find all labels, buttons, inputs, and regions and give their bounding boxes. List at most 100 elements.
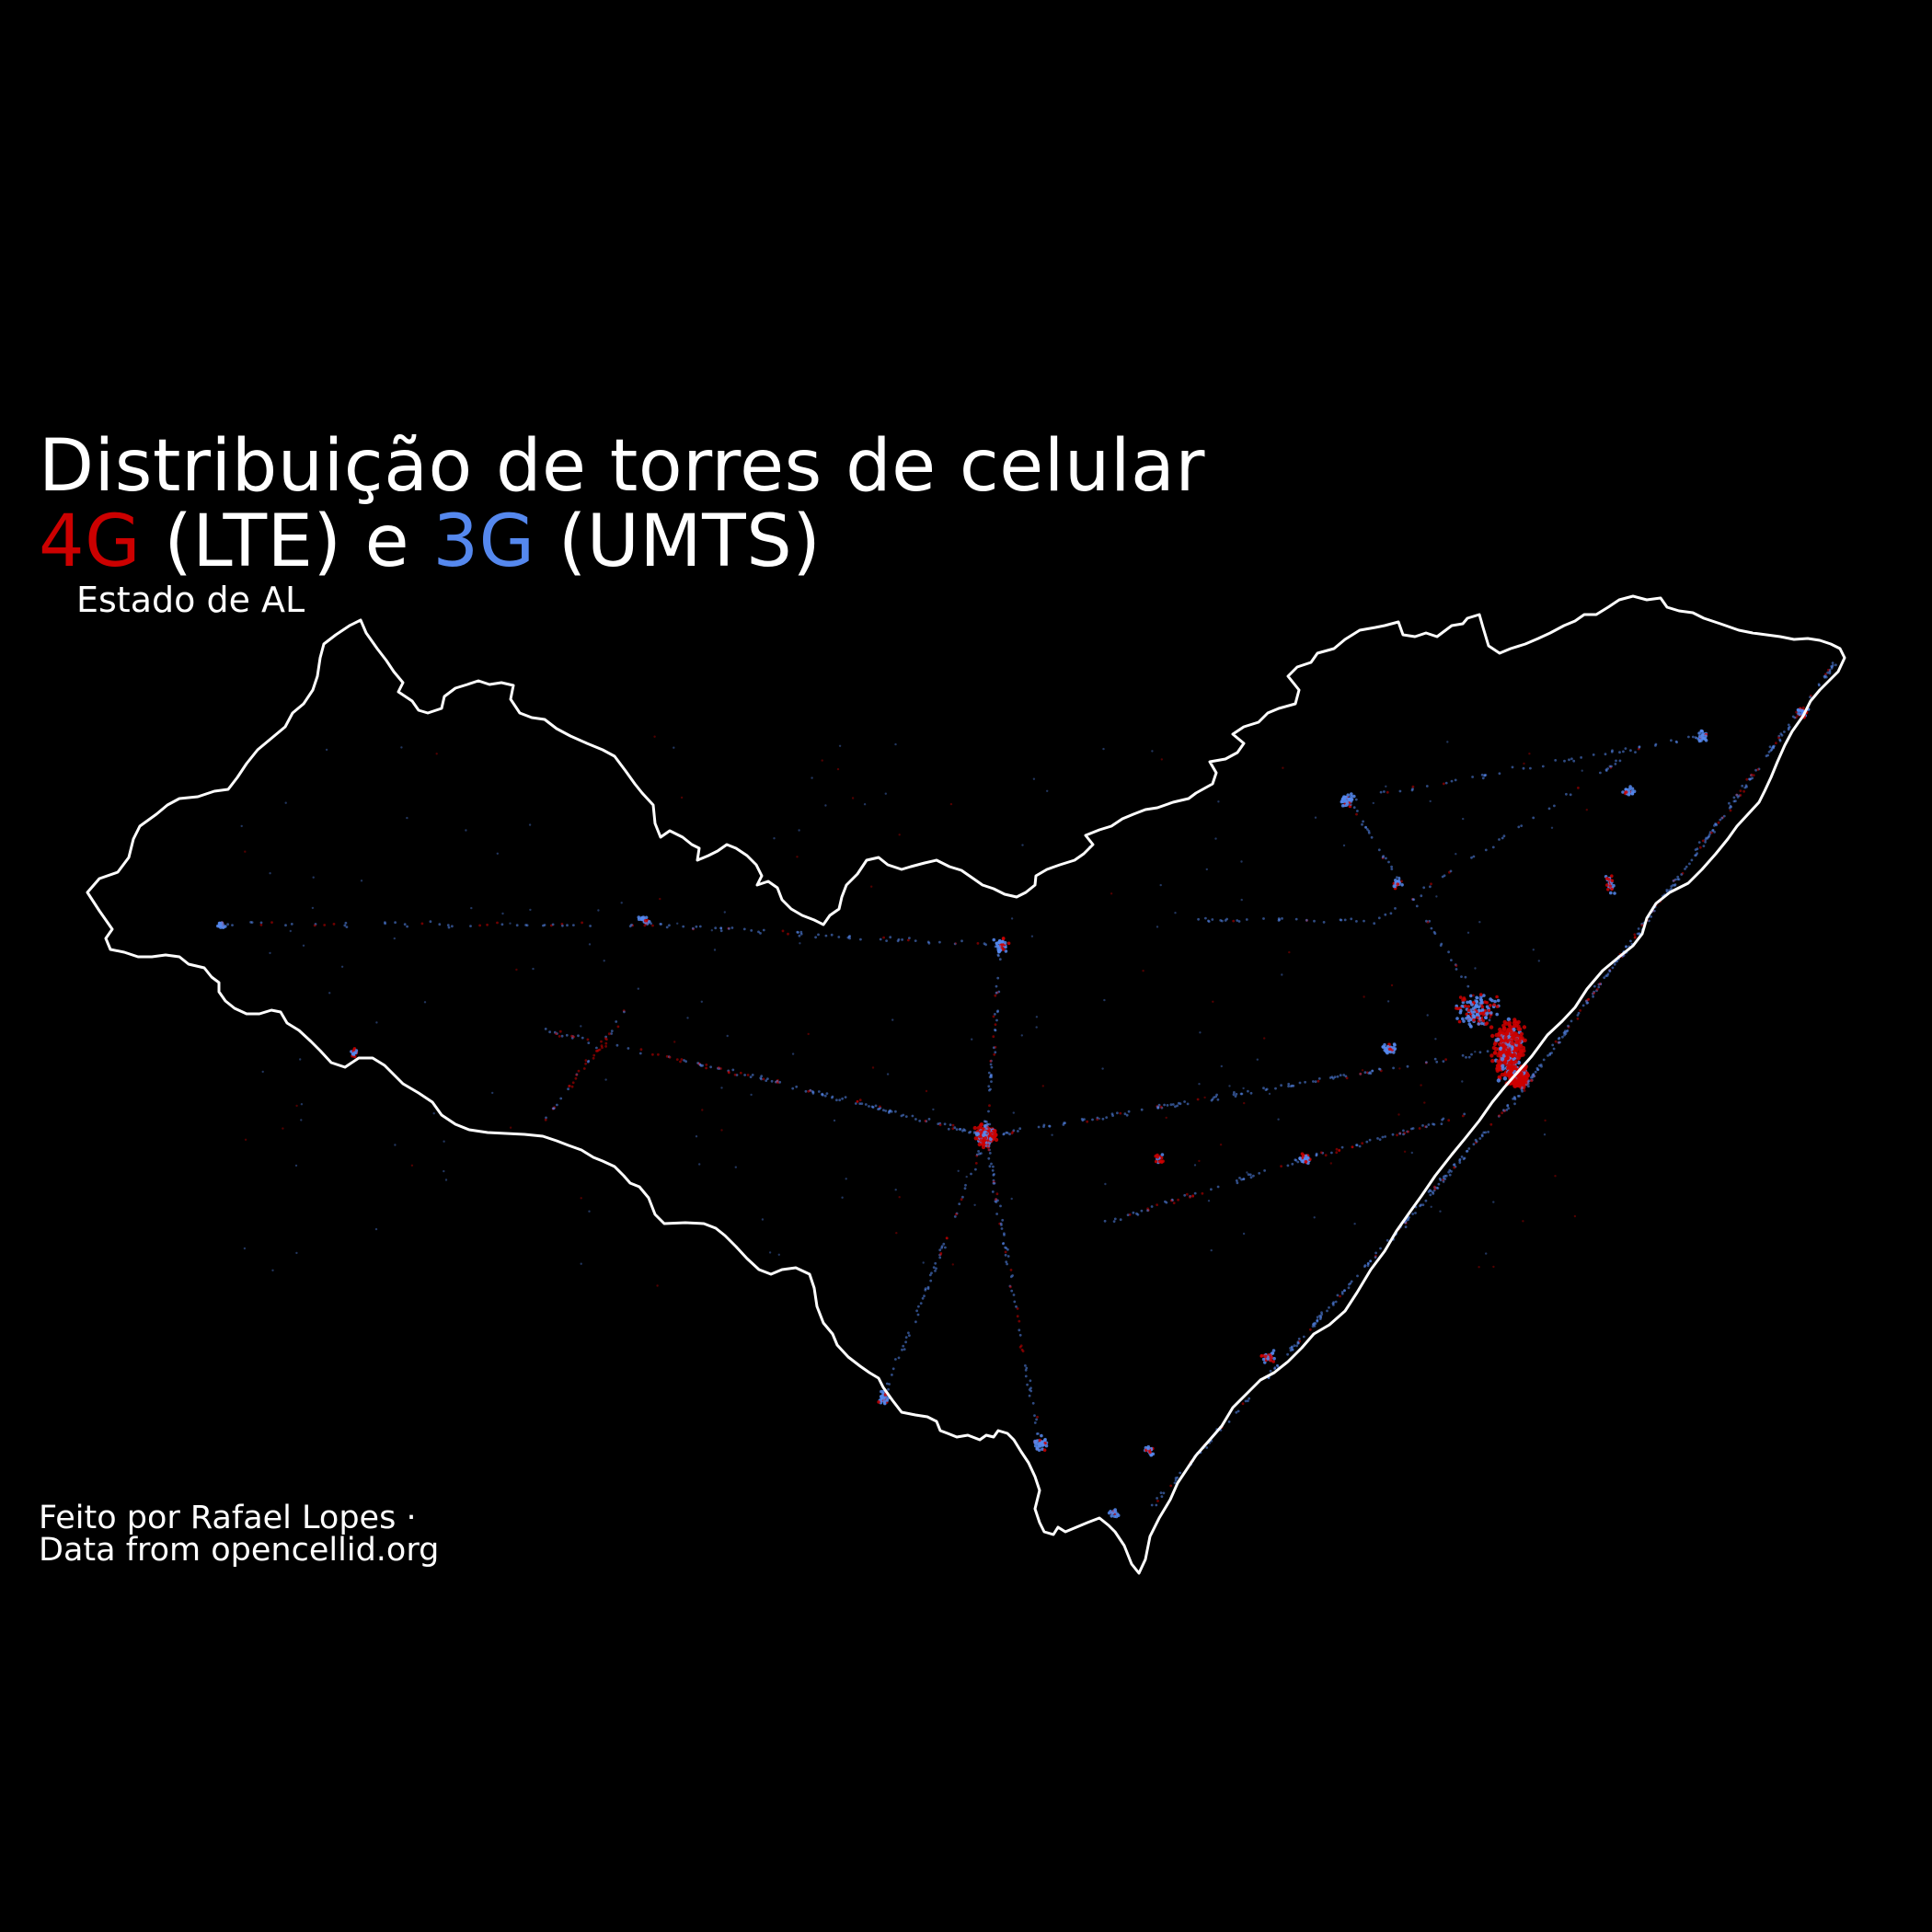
tower-point [620, 902, 623, 904]
tower-point [1261, 1357, 1266, 1362]
tower-point [1458, 1161, 1462, 1164]
tower-point [1566, 1029, 1570, 1032]
tower-point [1507, 1046, 1510, 1049]
tower-point [1479, 1002, 1483, 1006]
tower-point [817, 1090, 821, 1093]
tower-point [824, 934, 828, 937]
tower-point [302, 944, 305, 948]
tower-point [925, 1089, 928, 1093]
tower-point [435, 753, 438, 755]
tower-point [1276, 1364, 1280, 1367]
tower-point [1317, 1077, 1321, 1080]
tower-point [1624, 790, 1628, 794]
tower-point [872, 1106, 875, 1109]
tower-point [990, 1075, 993, 1079]
tower-point [1488, 1018, 1491, 1022]
tower-point [1136, 1213, 1140, 1216]
tower-point [1037, 1448, 1041, 1452]
tower-point [691, 926, 695, 930]
tower-point [1292, 1084, 1295, 1087]
tower-point [994, 994, 997, 997]
tower-point [1478, 1005, 1482, 1007]
tower-point [1263, 1361, 1267, 1364]
tower-point [1237, 920, 1241, 923]
tower-point [1437, 1182, 1441, 1186]
tower-point [231, 924, 234, 926]
tower-point [719, 926, 723, 930]
tower-point [1479, 998, 1484, 1002]
tower-point [1393, 1047, 1397, 1051]
tower-point [1439, 944, 1443, 947]
tower-point [885, 939, 888, 942]
tower-point [1162, 1491, 1166, 1495]
tower-point [1392, 1066, 1395, 1070]
tower-point [894, 1189, 897, 1191]
tower-point [1159, 1105, 1163, 1109]
tower-point [1685, 865, 1688, 868]
tower-point [1040, 1441, 1044, 1444]
tower-point [995, 1213, 998, 1215]
tower-point [1035, 1432, 1039, 1435]
tower-point [882, 1399, 886, 1403]
tower-point [889, 936, 892, 939]
tower-point [1263, 1037, 1266, 1040]
tower-point [1269, 1369, 1272, 1373]
tower-point [1595, 988, 1599, 991]
tower-point [1624, 747, 1627, 750]
tower-point [1492, 1003, 1496, 1006]
tower-point [1420, 1084, 1422, 1087]
tower-point [1306, 1156, 1309, 1160]
tower-point [1610, 765, 1613, 768]
tower-point [1490, 1033, 1495, 1039]
tower-point [1424, 1199, 1428, 1202]
tower-point [1297, 1337, 1301, 1340]
tower-point [1493, 999, 1497, 1004]
tower-point [1351, 1145, 1354, 1148]
tower-point [701, 1109, 704, 1111]
tower-point [684, 1060, 687, 1064]
tower-point [587, 1041, 591, 1044]
tower-point [1512, 1018, 1517, 1022]
tower-point [1009, 1275, 1013, 1279]
tower-point [799, 932, 803, 936]
tower-point [673, 746, 675, 749]
tower-point [995, 1018, 998, 1022]
tower-point [1522, 1049, 1526, 1053]
tower-point [446, 924, 450, 926]
tower-point [478, 924, 481, 927]
tower-point [871, 1066, 875, 1069]
tower-point [1828, 672, 1832, 675]
tower-point [962, 1128, 965, 1132]
tower-point [1386, 790, 1389, 794]
tower-point [1700, 730, 1704, 733]
tower-point [1319, 1151, 1323, 1155]
tower-point [577, 1034, 580, 1038]
tower-point [983, 1131, 985, 1134]
tower-point [1767, 751, 1771, 753]
tower-point [1629, 939, 1632, 943]
tower-point [580, 1025, 582, 1028]
tower-point [1505, 1109, 1509, 1111]
tower-point [937, 1122, 940, 1125]
tower-point [998, 945, 1002, 949]
tower-point [975, 1153, 979, 1156]
tower-point [1722, 814, 1726, 818]
tower-point [811, 1090, 815, 1094]
tower-point [1021, 1350, 1025, 1352]
tower-point [328, 992, 331, 995]
tower-point [1489, 997, 1492, 1001]
tower-point [1464, 975, 1467, 979]
tower-point [1498, 772, 1501, 776]
tower-point [960, 939, 963, 943]
tower-point [844, 1096, 847, 1098]
tower-point [1511, 765, 1514, 769]
tower-point [1604, 769, 1608, 772]
tower-point [1430, 882, 1432, 886]
tower-point [1603, 976, 1606, 980]
tower-point [429, 920, 432, 924]
tower-point [1756, 768, 1760, 771]
tower-point [1177, 1198, 1179, 1202]
tower-point [1554, 759, 1558, 762]
tower-point [918, 1120, 922, 1122]
tower-point [1497, 1075, 1502, 1080]
